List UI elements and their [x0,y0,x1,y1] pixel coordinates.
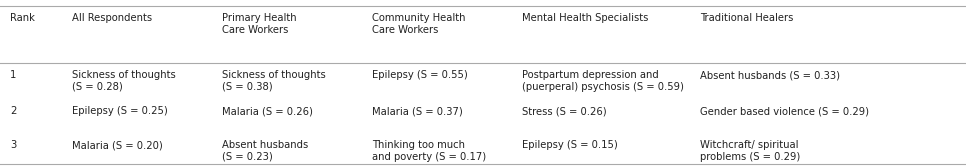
Text: All Respondents: All Respondents [72,13,152,23]
Text: Mental Health Specialists: Mental Health Specialists [522,13,648,23]
Text: 1: 1 [10,70,16,80]
Text: Malaria (S = 0.37): Malaria (S = 0.37) [372,106,463,116]
Text: Malaria (S = 0.20): Malaria (S = 0.20) [72,140,162,150]
Text: 2: 2 [10,106,16,116]
Text: Community Health
Care Workers: Community Health Care Workers [372,13,466,35]
Text: Primary Health
Care Workers: Primary Health Care Workers [222,13,297,35]
Text: Thinking too much
and poverty (S = 0.17): Thinking too much and poverty (S = 0.17) [372,140,486,162]
Text: Sickness of thoughts
(S = 0.28): Sickness of thoughts (S = 0.28) [72,70,176,92]
Text: 3: 3 [10,140,16,150]
Text: Epilepsy (S = 0.55): Epilepsy (S = 0.55) [372,70,468,80]
Text: Epilepsy (S = 0.25): Epilepsy (S = 0.25) [72,106,168,116]
Text: Gender based violence (S = 0.29): Gender based violence (S = 0.29) [700,106,869,116]
Text: Absent husbands (S = 0.33): Absent husbands (S = 0.33) [700,70,840,80]
Text: Rank: Rank [10,13,35,23]
Text: Epilepsy (S = 0.15): Epilepsy (S = 0.15) [522,140,617,150]
Text: Absent husbands
(S = 0.23): Absent husbands (S = 0.23) [222,140,308,162]
Text: Postpartum depression and
(puerperal) psychosis (S = 0.59): Postpartum depression and (puerperal) ps… [522,70,684,92]
Text: Sickness of thoughts
(S = 0.38): Sickness of thoughts (S = 0.38) [222,70,326,92]
Text: Malaria (S = 0.26): Malaria (S = 0.26) [222,106,313,116]
Text: Witchcraft/ spiritual
problems (S = 0.29): Witchcraft/ spiritual problems (S = 0.29… [700,140,800,162]
Text: Stress (S = 0.26): Stress (S = 0.26) [522,106,607,116]
Text: Traditional Healers: Traditional Healers [700,13,793,23]
